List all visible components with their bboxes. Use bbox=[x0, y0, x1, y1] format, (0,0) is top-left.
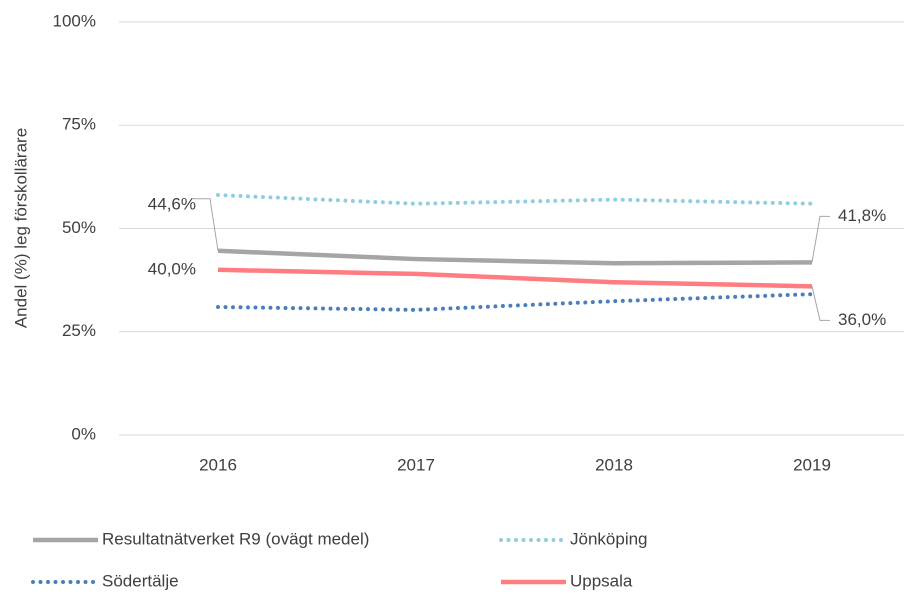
legend-label: Uppsala bbox=[570, 571, 633, 590]
y-tick-label: 75% bbox=[62, 115, 96, 134]
series-line bbox=[216, 193, 814, 206]
leader-line bbox=[193, 198, 219, 251]
x-tick-label: 2018 bbox=[595, 455, 633, 474]
series-line bbox=[217, 267, 813, 289]
y-tick-label: 0% bbox=[71, 424, 96, 443]
data-label: 44,6% bbox=[148, 194, 196, 213]
data-label: 40,0% bbox=[148, 259, 196, 278]
data-label: 36,0% bbox=[838, 310, 886, 329]
series-line bbox=[216, 292, 814, 312]
y-tick-label: 50% bbox=[62, 218, 96, 237]
data-label: 41,8% bbox=[838, 206, 886, 225]
legend-label: Resultatnätverket R9 (ovägt medel) bbox=[102, 529, 369, 548]
series-line bbox=[217, 248, 813, 266]
y-axis-label: Andel (%) leg förskollärare bbox=[11, 128, 30, 328]
x-tick-label: 2017 bbox=[397, 455, 435, 474]
x-tick-label: 2019 bbox=[793, 455, 831, 474]
leader-line bbox=[811, 286, 830, 321]
legend-label: Södertälje bbox=[102, 571, 179, 590]
leader-line bbox=[811, 215, 830, 263]
y-tick-label: 25% bbox=[62, 321, 96, 340]
legend-label: Jönköping bbox=[570, 529, 648, 548]
y-tick-label: 100% bbox=[53, 11, 96, 30]
x-tick-label: 2016 bbox=[199, 455, 237, 474]
